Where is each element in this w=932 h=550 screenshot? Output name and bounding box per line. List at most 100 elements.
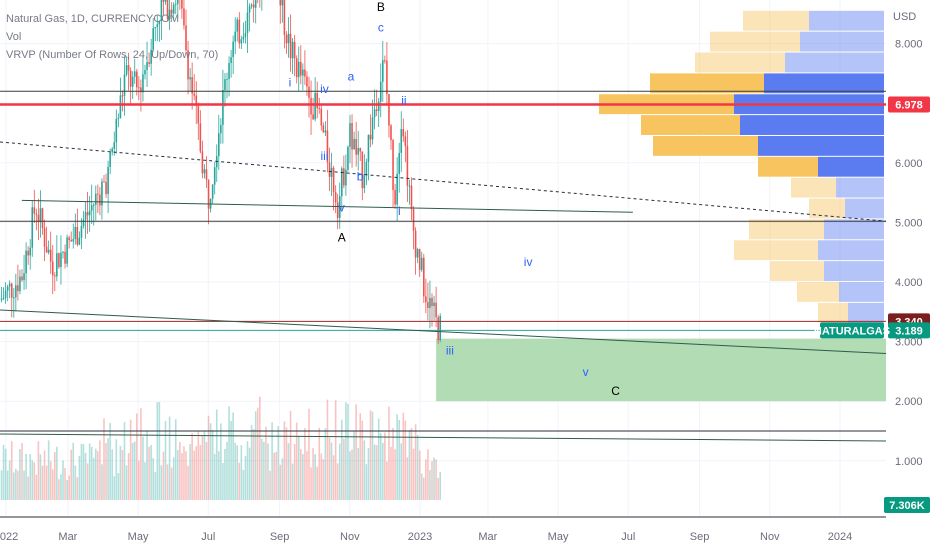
candle bbox=[0, 298, 3, 300]
last-price-label-bg bbox=[888, 322, 930, 339]
candle bbox=[203, 169, 206, 174]
candle bbox=[27, 250, 29, 256]
volume-bar bbox=[49, 461, 52, 500]
candle bbox=[373, 109, 376, 118]
candle bbox=[361, 151, 364, 189]
candle bbox=[230, 57, 232, 63]
volume-bar bbox=[129, 419, 132, 500]
volume-bar bbox=[392, 427, 394, 500]
price-tick: 1.000 bbox=[895, 456, 923, 468]
vol-legend[interactable]: Vol bbox=[6, 31, 22, 43]
vrvp-legend[interactable]: VRVP (Number Of Rows, 24, Up/Down, 70) bbox=[6, 49, 219, 61]
symbol-legend[interactable]: Natural Gas, 1D, CURRENCYCOM bbox=[6, 13, 179, 25]
candle bbox=[158, 21, 161, 25]
volume-bar bbox=[425, 459, 427, 500]
candle bbox=[332, 167, 335, 193]
candle bbox=[125, 65, 128, 75]
candle bbox=[88, 210, 91, 216]
vp-up-bar bbox=[749, 219, 824, 240]
candle bbox=[240, 39, 243, 44]
volume-bar bbox=[158, 402, 161, 500]
price-tick: 8.000 bbox=[895, 39, 923, 51]
vp-down-bar bbox=[740, 115, 884, 135]
candle bbox=[205, 169, 208, 180]
candle bbox=[236, 19, 239, 32]
candle bbox=[45, 246, 48, 253]
candle bbox=[164, 0, 167, 2]
volume-bar bbox=[285, 427, 288, 500]
candle bbox=[191, 77, 193, 94]
volume-bar bbox=[179, 442, 181, 500]
volume-bar bbox=[435, 459, 437, 500]
volume-bar bbox=[23, 470, 25, 500]
volume-bar bbox=[47, 440, 50, 500]
volume-bar bbox=[250, 425, 253, 500]
vp-up-bar bbox=[818, 302, 848, 323]
candle bbox=[78, 237, 81, 245]
vp-up-bar bbox=[743, 10, 809, 31]
candle bbox=[351, 123, 353, 150]
time-tick: Mar bbox=[58, 531, 77, 543]
volume-bar bbox=[252, 429, 255, 500]
volume-bar bbox=[105, 443, 107, 500]
candle bbox=[300, 61, 302, 76]
volume-bar bbox=[215, 409, 218, 500]
candle bbox=[386, 60, 388, 95]
candle bbox=[304, 69, 306, 77]
time-axis[interactable]: 2022 Mar May Jul Sep Nov 2023 Mar May Jul Sep Nov 20… bbox=[0, 531, 852, 543]
volume-bar bbox=[293, 444, 296, 500]
volume-bar bbox=[136, 413, 138, 500]
volume-bar bbox=[429, 470, 431, 500]
volume-bar bbox=[388, 406, 390, 500]
time-tick: Sep bbox=[690, 531, 710, 543]
target-zone[interactable] bbox=[436, 338, 886, 402]
candle bbox=[308, 86, 310, 98]
volume-bar bbox=[125, 465, 128, 500]
price-axis[interactable]: USD8.0007.0006.0005.0004.0003.0002.0001.… bbox=[814, 11, 930, 513]
candle bbox=[92, 204, 95, 206]
vp-up-bar bbox=[653, 135, 758, 156]
volume-bar bbox=[338, 443, 341, 500]
volume-bar bbox=[54, 452, 56, 500]
volume-bar bbox=[177, 450, 179, 500]
volume-bar bbox=[162, 451, 165, 500]
volume-bar bbox=[213, 454, 216, 500]
drawing-lines[interactable] bbox=[0, 90, 887, 518]
time-tick: 2024 bbox=[828, 531, 852, 543]
candle bbox=[97, 193, 99, 195]
volume-bar bbox=[209, 423, 212, 500]
volume-bar bbox=[400, 443, 403, 500]
vp-down-bar bbox=[836, 177, 884, 198]
candle bbox=[396, 173, 398, 205]
volume-bar bbox=[304, 428, 306, 500]
candle bbox=[371, 117, 374, 140]
volume-bar bbox=[384, 432, 386, 500]
volume-bar bbox=[316, 466, 318, 500]
candle bbox=[289, 33, 292, 59]
candle bbox=[431, 297, 433, 307]
candle bbox=[187, 50, 189, 80]
wave-label: iii bbox=[320, 149, 328, 163]
volume-bar bbox=[377, 418, 380, 500]
volume-bar bbox=[332, 455, 335, 500]
volume-bar bbox=[345, 402, 347, 500]
candle bbox=[359, 147, 362, 152]
trendline bbox=[0, 141, 887, 222]
time-tick: Mar bbox=[478, 531, 497, 543]
volume-bar bbox=[166, 464, 169, 500]
volume-bar bbox=[240, 445, 243, 500]
volume-bar bbox=[228, 406, 230, 500]
volume-bar bbox=[418, 450, 421, 500]
candle bbox=[404, 136, 407, 147]
candle bbox=[74, 227, 77, 240]
candle bbox=[152, 28, 154, 50]
candle bbox=[425, 296, 427, 303]
volume-bar bbox=[45, 465, 48, 500]
candle bbox=[254, 0, 257, 8]
volume-bar bbox=[172, 457, 175, 500]
volume-bar bbox=[131, 442, 134, 500]
candle bbox=[51, 261, 54, 276]
candle bbox=[172, 4, 175, 14]
candles bbox=[0, 0, 441, 344]
